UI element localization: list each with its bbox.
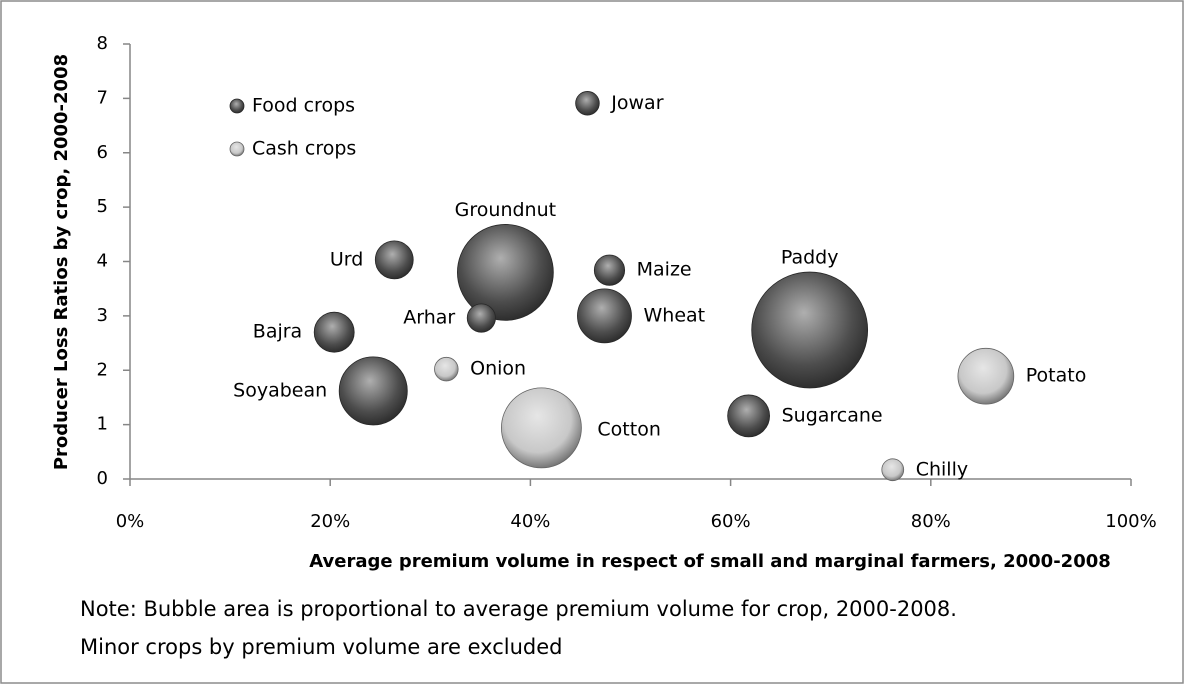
legend-label: Food crops: [252, 95, 355, 117]
bubble: [457, 224, 554, 321]
y-tick-label: 6: [97, 142, 108, 163]
y-tick-label: 5: [97, 196, 108, 217]
note: Minor crops by premium volume are exclud…: [80, 635, 563, 659]
x-tick-label: 80%: [911, 511, 951, 532]
bubble: [751, 271, 869, 389]
y-tick-label: 7: [97, 87, 108, 108]
x-tick-label: 20%: [310, 511, 350, 532]
x-axis-title: Average premium volume in respect of sma…: [309, 551, 1111, 572]
x-tick-label: 40%: [510, 511, 550, 532]
bubble: [957, 347, 1015, 405]
data-label: Sugarcane: [782, 404, 883, 426]
data-label: Maize: [637, 259, 692, 281]
x-tick-label: 0%: [116, 511, 145, 532]
data-label: Paddy: [781, 247, 839, 269]
data-label: Soyabean: [233, 379, 327, 401]
bubble: [727, 394, 770, 438]
bubble: [466, 303, 496, 333]
data-label: Onion: [470, 358, 526, 380]
bubble: [881, 458, 905, 482]
bubble: [374, 240, 414, 280]
data-label: Arhar: [403, 307, 455, 329]
data-label: Wheat: [643, 304, 705, 326]
bubble: [338, 356, 408, 426]
x-tick-label: 100%: [1105, 511, 1156, 532]
data-label: Chilly: [916, 458, 968, 480]
legend-label: Cash crops: [252, 138, 356, 160]
bubble: [577, 288, 632, 344]
data-label: Cotton: [597, 418, 660, 440]
data-label: Jowar: [610, 92, 663, 114]
bubble: [313, 311, 355, 353]
data-label: Bajra: [253, 321, 302, 343]
bubble: [593, 254, 626, 286]
data-label: Potato: [1026, 365, 1087, 387]
legend-marker: [229, 98, 245, 114]
data-label: Urd: [330, 248, 363, 270]
data-label: Groundnut: [455, 199, 556, 221]
y-tick-label: 8: [97, 33, 108, 54]
bubble: [501, 387, 582, 469]
bubble: [434, 356, 459, 382]
note: Note: Bubble area is proportional to ave…: [80, 597, 957, 621]
y-tick-label: 1: [97, 414, 108, 435]
y-tick-label: 2: [97, 359, 108, 380]
y-tick-label: 4: [97, 251, 108, 272]
y-tick-label: 3: [97, 305, 108, 326]
y-tick-label: 0: [97, 468, 108, 489]
y-axis-title: Producer Loss Ratios by crop, 2000-2008: [51, 54, 72, 470]
legend-marker: [229, 141, 245, 157]
bubble: [575, 91, 600, 116]
x-tick-label: 60%: [711, 511, 751, 532]
